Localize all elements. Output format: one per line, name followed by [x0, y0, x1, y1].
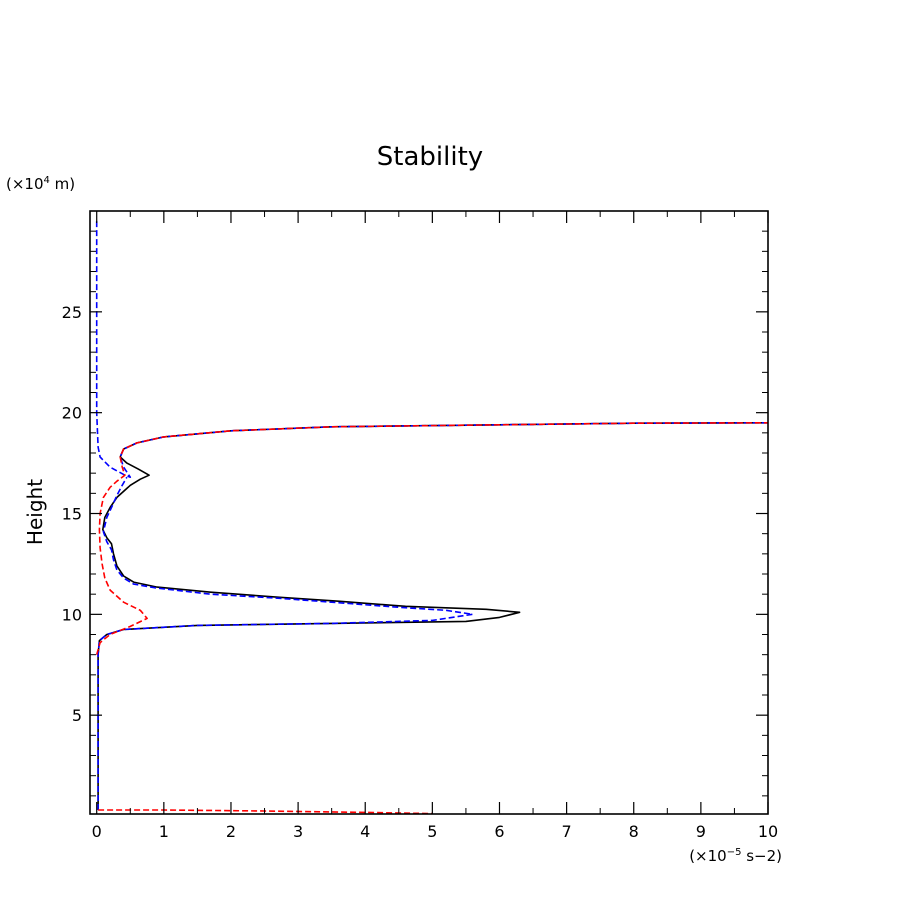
- y-tick-label: 15: [62, 505, 82, 524]
- series-layer: [95, 221, 769, 815]
- y-tick-label: 5: [72, 706, 82, 725]
- series-line-3: [97, 476, 474, 810]
- x-tick-label: 6: [494, 822, 504, 841]
- y-axis-label: Height: [23, 479, 47, 545]
- x-tick-label: 9: [696, 822, 706, 841]
- x-tick-label: 0: [92, 822, 102, 841]
- y-tick-label: 25: [62, 303, 82, 322]
- series-line-4: [95, 422, 769, 655]
- plot-frame: [89, 210, 769, 815]
- y-tick-label: 10: [62, 605, 82, 624]
- x-tick-label: 3: [293, 822, 303, 841]
- series-line-5: [98, 809, 433, 815]
- x-tick-label: 7: [562, 822, 572, 841]
- x-tick-label: 5: [427, 822, 437, 841]
- x-tick-label: 8: [629, 822, 639, 841]
- series-line-2: [95, 221, 769, 478]
- x-tick-label: 10: [758, 822, 778, 841]
- y-unit-prefix: (×10: [6, 175, 44, 193]
- chart-title: Stability: [377, 142, 483, 172]
- x-tick-label: 2: [226, 822, 236, 841]
- axis-ticks: 0 1 2 3 4 5 6 7 8 9 10 5 10 15 20 25: [62, 211, 778, 841]
- x-unit-suffix: s−2): [741, 847, 782, 865]
- y-unit-exponent: 4: [44, 175, 50, 186]
- x-unit-prefix: (×10: [689, 847, 727, 865]
- y-unit-suffix: m): [50, 175, 75, 193]
- series-line-1: [97, 422, 769, 810]
- x-unit-exponent: −5: [727, 847, 742, 858]
- y-tick-label: 20: [62, 404, 82, 423]
- x-tick-label: 1: [159, 822, 169, 841]
- x-tick-label: 4: [360, 822, 370, 841]
- y-unit-label: (×104 m): [6, 175, 75, 193]
- x-unit-label: (×10−5 s−2): [689, 847, 782, 865]
